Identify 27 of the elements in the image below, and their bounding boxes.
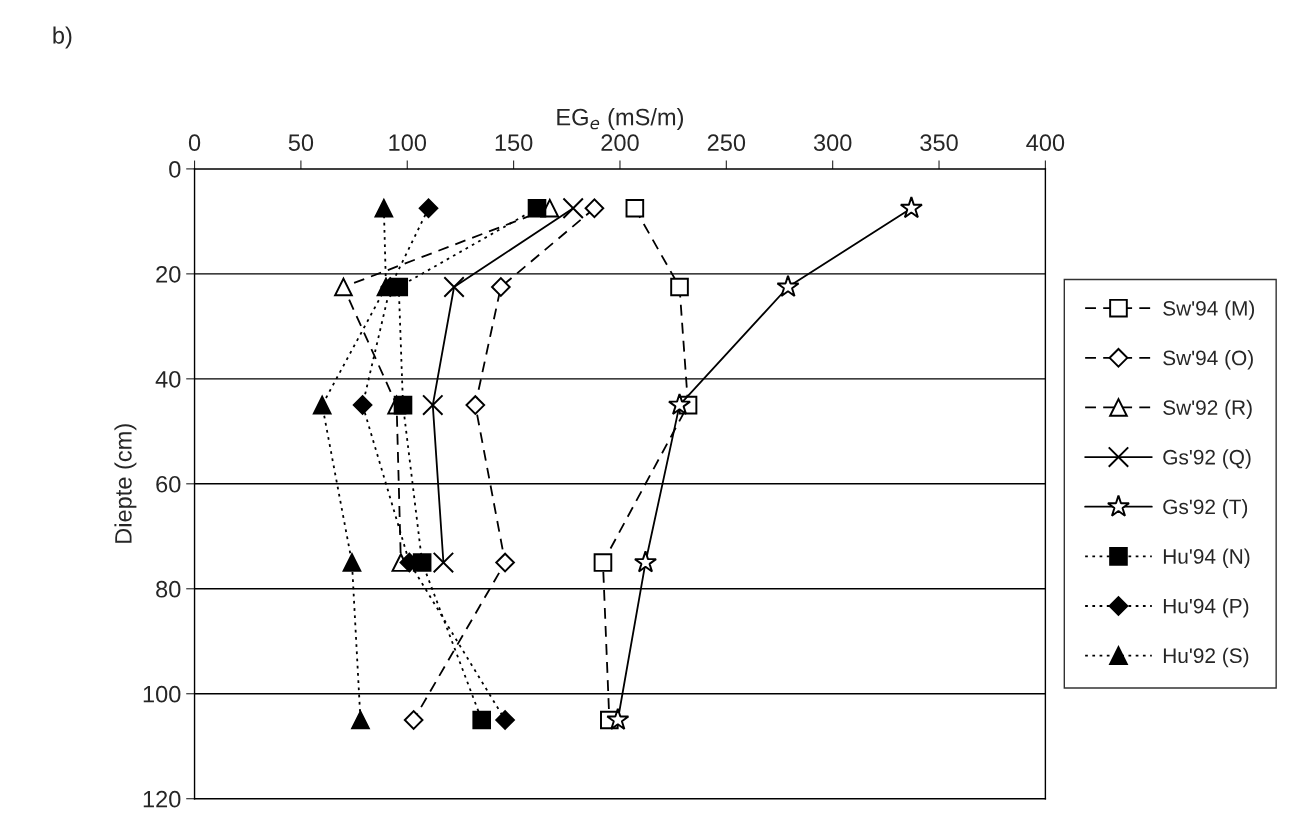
x-tick-label: 150 (495, 134, 533, 152)
y-axis-title: Diepte (cm) (114, 424, 137, 543)
legend-label: Sw'92 (R) (1163, 399, 1252, 420)
x-tick-label: 300 (813, 134, 852, 152)
y-tick-label: 120 (143, 790, 181, 808)
legend-label: Hu'94 (N) (1163, 548, 1250, 568)
x-tick-label: 200 (601, 134, 639, 152)
y-tick-label: 40 (155, 370, 181, 388)
y-tick-label: 0 (169, 160, 181, 178)
text: b) (53, 26, 72, 49)
legend-label: Gs'92 (T) (1163, 498, 1248, 519)
legend-label: Hu'92 (S) (1163, 647, 1249, 668)
legend-label: Sw'94 (M) (1163, 300, 1255, 320)
legend-label: Hu'94 (P) (1163, 598, 1249, 618)
y-tick-label: 100 (143, 685, 181, 703)
x-tick-label: 350 (920, 134, 958, 152)
x-axis-title: EG$_{e}$ (mS/m) (557, 108, 684, 131)
y-tick-label: 60 (156, 475, 181, 493)
x-tick-label: 0 (188, 134, 201, 152)
y-tick-label: 80 (156, 580, 181, 598)
x-tick-label: 100 (389, 134, 427, 152)
legend-label: Gs'92 (Q) (1163, 449, 1251, 469)
legend-label: Sw'94 (O) (1163, 350, 1253, 370)
y-tick-label: 20 (156, 265, 181, 283)
x-tick-label: 50 (288, 134, 314, 152)
x-tick-label: 250 (707, 134, 746, 152)
x-tick-label: 400 (1026, 134, 1065, 152)
